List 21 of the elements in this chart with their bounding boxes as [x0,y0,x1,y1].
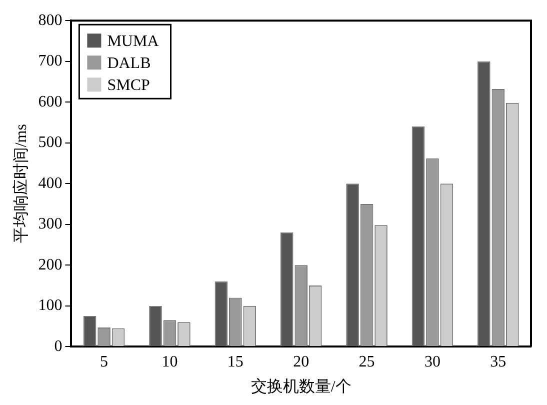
x-axis-title: 交换机数量/个 [250,378,352,396]
legend-label: MUMA [107,32,160,50]
x-tick-label: 5 [100,353,108,370]
y-tick-label: 0 [54,338,62,355]
y-tick-label: 500 [38,134,62,152]
legend-label: DALB [107,54,151,72]
x-tick-label: 15 [227,353,244,370]
y-tick-label: 100 [38,297,62,314]
x-tick-label: 20 [293,353,310,370]
legend-label: SMCP [107,76,150,94]
y-tick-label: 600 [38,93,62,110]
y-tick-label: 300 [38,216,62,233]
y-axis-title: 平均响应时间/ms [12,124,30,244]
x-tick-label: 35 [490,353,506,370]
y-tick-label: 700 [38,52,62,70]
y-tick-label: 200 [38,256,62,274]
x-tick-label: 25 [358,353,375,370]
y-tick-label: 400 [38,174,62,192]
x-tick-label: 30 [424,353,440,370]
y-tick-label: 800 [38,12,62,29]
x-tick-label: 10 [162,353,178,370]
